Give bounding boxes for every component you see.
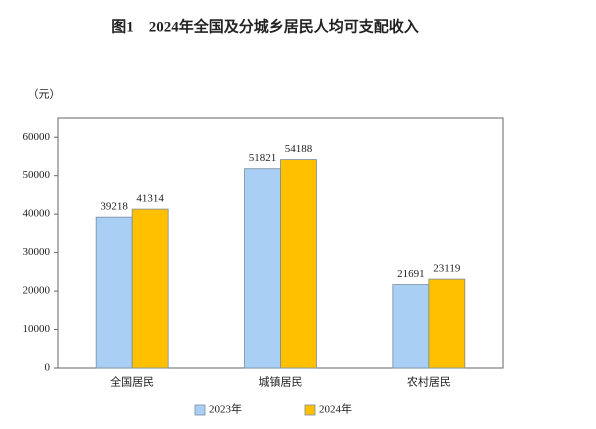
- bar: [131, 208, 169, 369]
- bar: [244, 168, 281, 369]
- y-tick-label: 40000: [23, 208, 51, 220]
- bar: [95, 216, 133, 369]
- bar: [280, 159, 317, 369]
- y-tick-label: 10000: [23, 323, 51, 335]
- value-label: 23119: [433, 263, 461, 275]
- y-tick-label: 20000: [23, 285, 51, 297]
- bar: [392, 284, 430, 369]
- legend-label: 2023年: [209, 402, 242, 416]
- y-tick-label: 30000: [23, 246, 51, 258]
- value-label: 54188: [285, 143, 313, 155]
- value-label: 51821: [249, 152, 277, 164]
- legend-swatch: [194, 404, 206, 416]
- legend-swatch: [304, 404, 316, 416]
- y-tick-label: 60000: [23, 131, 51, 143]
- y-tick-label: 50000: [23, 169, 51, 181]
- legend-label: 2024年: [319, 402, 352, 416]
- bar: [428, 278, 466, 369]
- chart-title: 图1 2024年全国及分城乡居民人均可支配收入: [111, 17, 419, 35]
- y-tick-label: 0: [45, 362, 51, 374]
- x-tick-label: 城镇居民: [259, 375, 303, 389]
- x-tick-label: 农村居民: [407, 375, 451, 389]
- value-label: 41314: [136, 193, 164, 205]
- y-unit: （元）: [28, 88, 61, 101]
- value-label: 21691: [397, 268, 425, 280]
- value-label: 39218: [100, 201, 128, 213]
- x-tick-label: 全国居民: [110, 375, 154, 389]
